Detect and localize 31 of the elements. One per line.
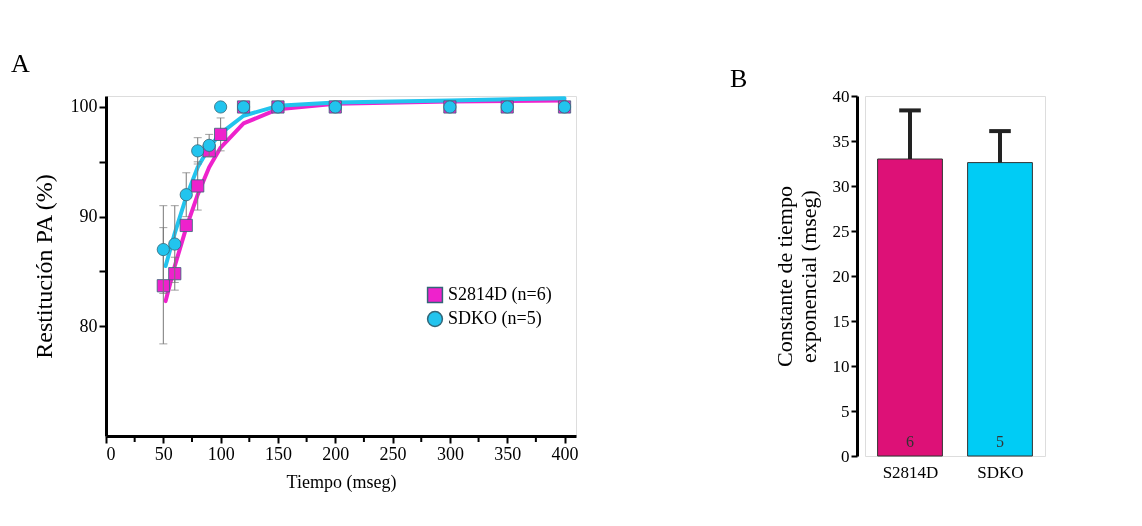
- x-tick-label: 400: [551, 443, 579, 464]
- y-tick-label: 40: [832, 86, 850, 106]
- x-tick-label: 250: [379, 443, 407, 464]
- x-tick-label: 350: [494, 443, 522, 464]
- x-tick-label: 200: [322, 443, 350, 464]
- y-tick-label: 30: [832, 176, 850, 196]
- y-tick-label: 5: [841, 401, 850, 421]
- x-tick-label: SDKO: [977, 462, 1024, 482]
- x-tick-label: 0: [106, 443, 116, 464]
- legend-label: S2814D (n=6): [448, 284, 552, 305]
- legend-label: SDKO (n=5): [448, 308, 542, 329]
- x-tick-label: 50: [154, 443, 173, 464]
- x-tick-label: 300: [436, 443, 464, 464]
- x-tick-label: S2814D: [882, 462, 939, 482]
- text: A: [11, 49, 30, 78]
- x-tick-label: 150: [264, 443, 292, 464]
- y-axis-title: Constante de tiempo exponencial (mseg): [771, 186, 821, 367]
- y-tick-label: 20: [832, 266, 850, 286]
- y-tick-label: 15: [832, 311, 850, 331]
- y-axis-title: Restitución PA (%): [30, 174, 57, 359]
- y-tick-label: 25: [832, 221, 850, 241]
- y-tick-label: 10: [832, 356, 850, 376]
- x-tick-label: 100: [207, 443, 235, 464]
- y-tick-label: 80: [79, 315, 98, 336]
- text: B: [730, 64, 748, 93]
- annotation: 5: [996, 433, 1004, 450]
- y-tick-label: 35: [832, 131, 850, 151]
- annotation: 6: [906, 433, 914, 450]
- y-tick-label: 100: [70, 96, 98, 117]
- x-axis-title: Tiempo (mseg): [286, 471, 397, 493]
- y-tick-label: 90: [79, 206, 98, 227]
